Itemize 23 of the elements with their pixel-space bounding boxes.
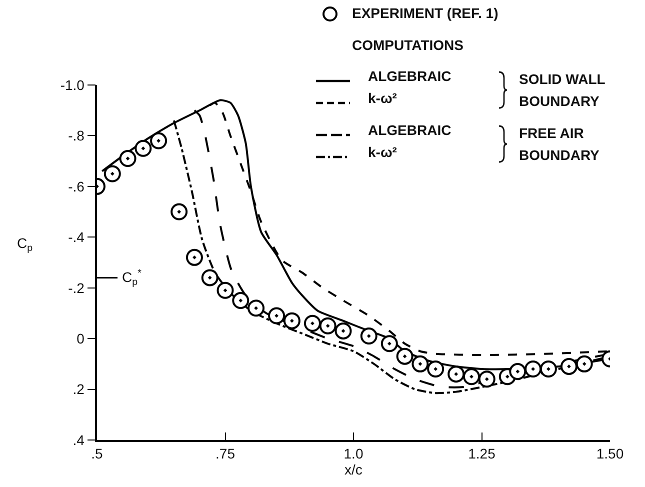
x-tick-label: 1.50: [596, 446, 624, 462]
x-tick-label: .75: [216, 446, 236, 462]
legend-label: ALGEBRAIC: [368, 68, 452, 84]
y-tick-label: -.6: [68, 178, 85, 194]
x-tick-label: 1.0: [344, 446, 364, 462]
y-tick-label: .2: [72, 381, 85, 398]
x-tick-label: .5: [91, 446, 104, 462]
text: COMPUTATIONS: [352, 37, 464, 53]
y-axis-title: C$_{p}$: [17, 235, 34, 254]
y-tick-label: -.8: [68, 128, 85, 144]
legend-label: k-ω²: [368, 144, 397, 160]
annotation: SOLID WALL BOUNDARY: [519, 70, 606, 111]
y-tick-label: -1.0: [60, 76, 85, 93]
y-tick-label: 0: [76, 330, 85, 346]
y-tick-label: -.4: [68, 229, 85, 246]
x-axis-title: x/c: [344, 462, 362, 478]
annotation: FREE AIR BOUNDARY: [519, 124, 600, 165]
legend-label: ALGEBRAIC: [368, 122, 452, 138]
y-tick-label: -.2: [68, 280, 85, 296]
x-tick-label: 1.25: [468, 446, 496, 462]
legend-label: k-ω²: [368, 90, 397, 106]
legend-label: EXPERIMENT (REF. 1): [352, 5, 498, 21]
y-tick-label: .4: [72, 432, 85, 448]
